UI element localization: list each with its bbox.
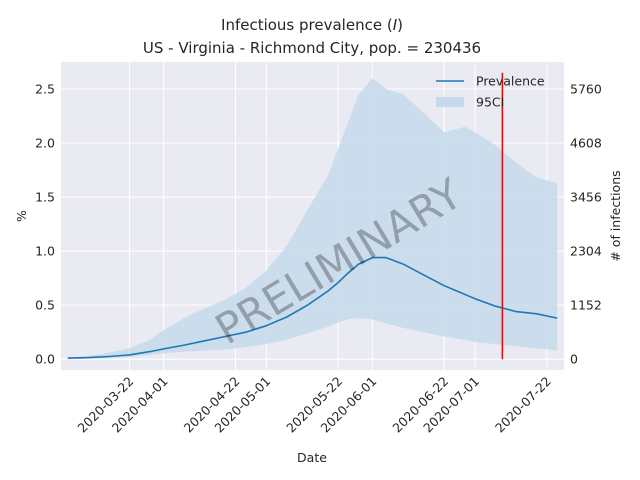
y-tick-label: 0.0 — [35, 352, 55, 367]
chart-title: Infectious prevalence (I) — [221, 16, 403, 34]
prevalence-line-layer — [67, 256, 558, 359]
y-axis-label: % — [14, 210, 29, 222]
right-axis-label: # of infections — [608, 170, 623, 261]
x-axis-label: Date — [297, 450, 327, 465]
right-tick-label: 3456 — [570, 190, 602, 205]
right-tick-label: 2304 — [570, 244, 602, 259]
right-tick-label: 1152 — [570, 298, 602, 313]
y-tick-label: 0.5 — [35, 298, 55, 313]
right-tick-label: 4608 — [570, 136, 602, 151]
y-axis-ticks: 0.0 0.5 1.0 1.5 2.0 2.5 — [35, 82, 55, 367]
y-tick-label: 2.0 — [35, 136, 55, 151]
legend-label: 95CI — [476, 95, 504, 110]
x-tick-label: 2020-07-22 — [492, 374, 554, 436]
right-tick-label: 0 — [570, 352, 578, 367]
ci-band — [67, 78, 558, 360]
y-tick-label: 1.0 — [35, 244, 55, 259]
legend-band-swatch — [436, 97, 464, 107]
y-tick-label: 1.5 — [35, 190, 55, 205]
legend-label: Prevalence — [476, 74, 545, 89]
prevalence-line — [67, 256, 558, 359]
chart-subtitle: US - Virginia - Richmond City, pop. = 23… — [143, 39, 481, 57]
ci-band-layer — [67, 78, 558, 360]
right-axis-ticks: 0 1152 2304 3456 4608 5760 — [570, 82, 602, 367]
right-tick-label: 5760 — [570, 82, 602, 97]
y-tick-label: 2.5 — [35, 82, 55, 97]
legend: Prevalence 95CI — [436, 74, 545, 110]
